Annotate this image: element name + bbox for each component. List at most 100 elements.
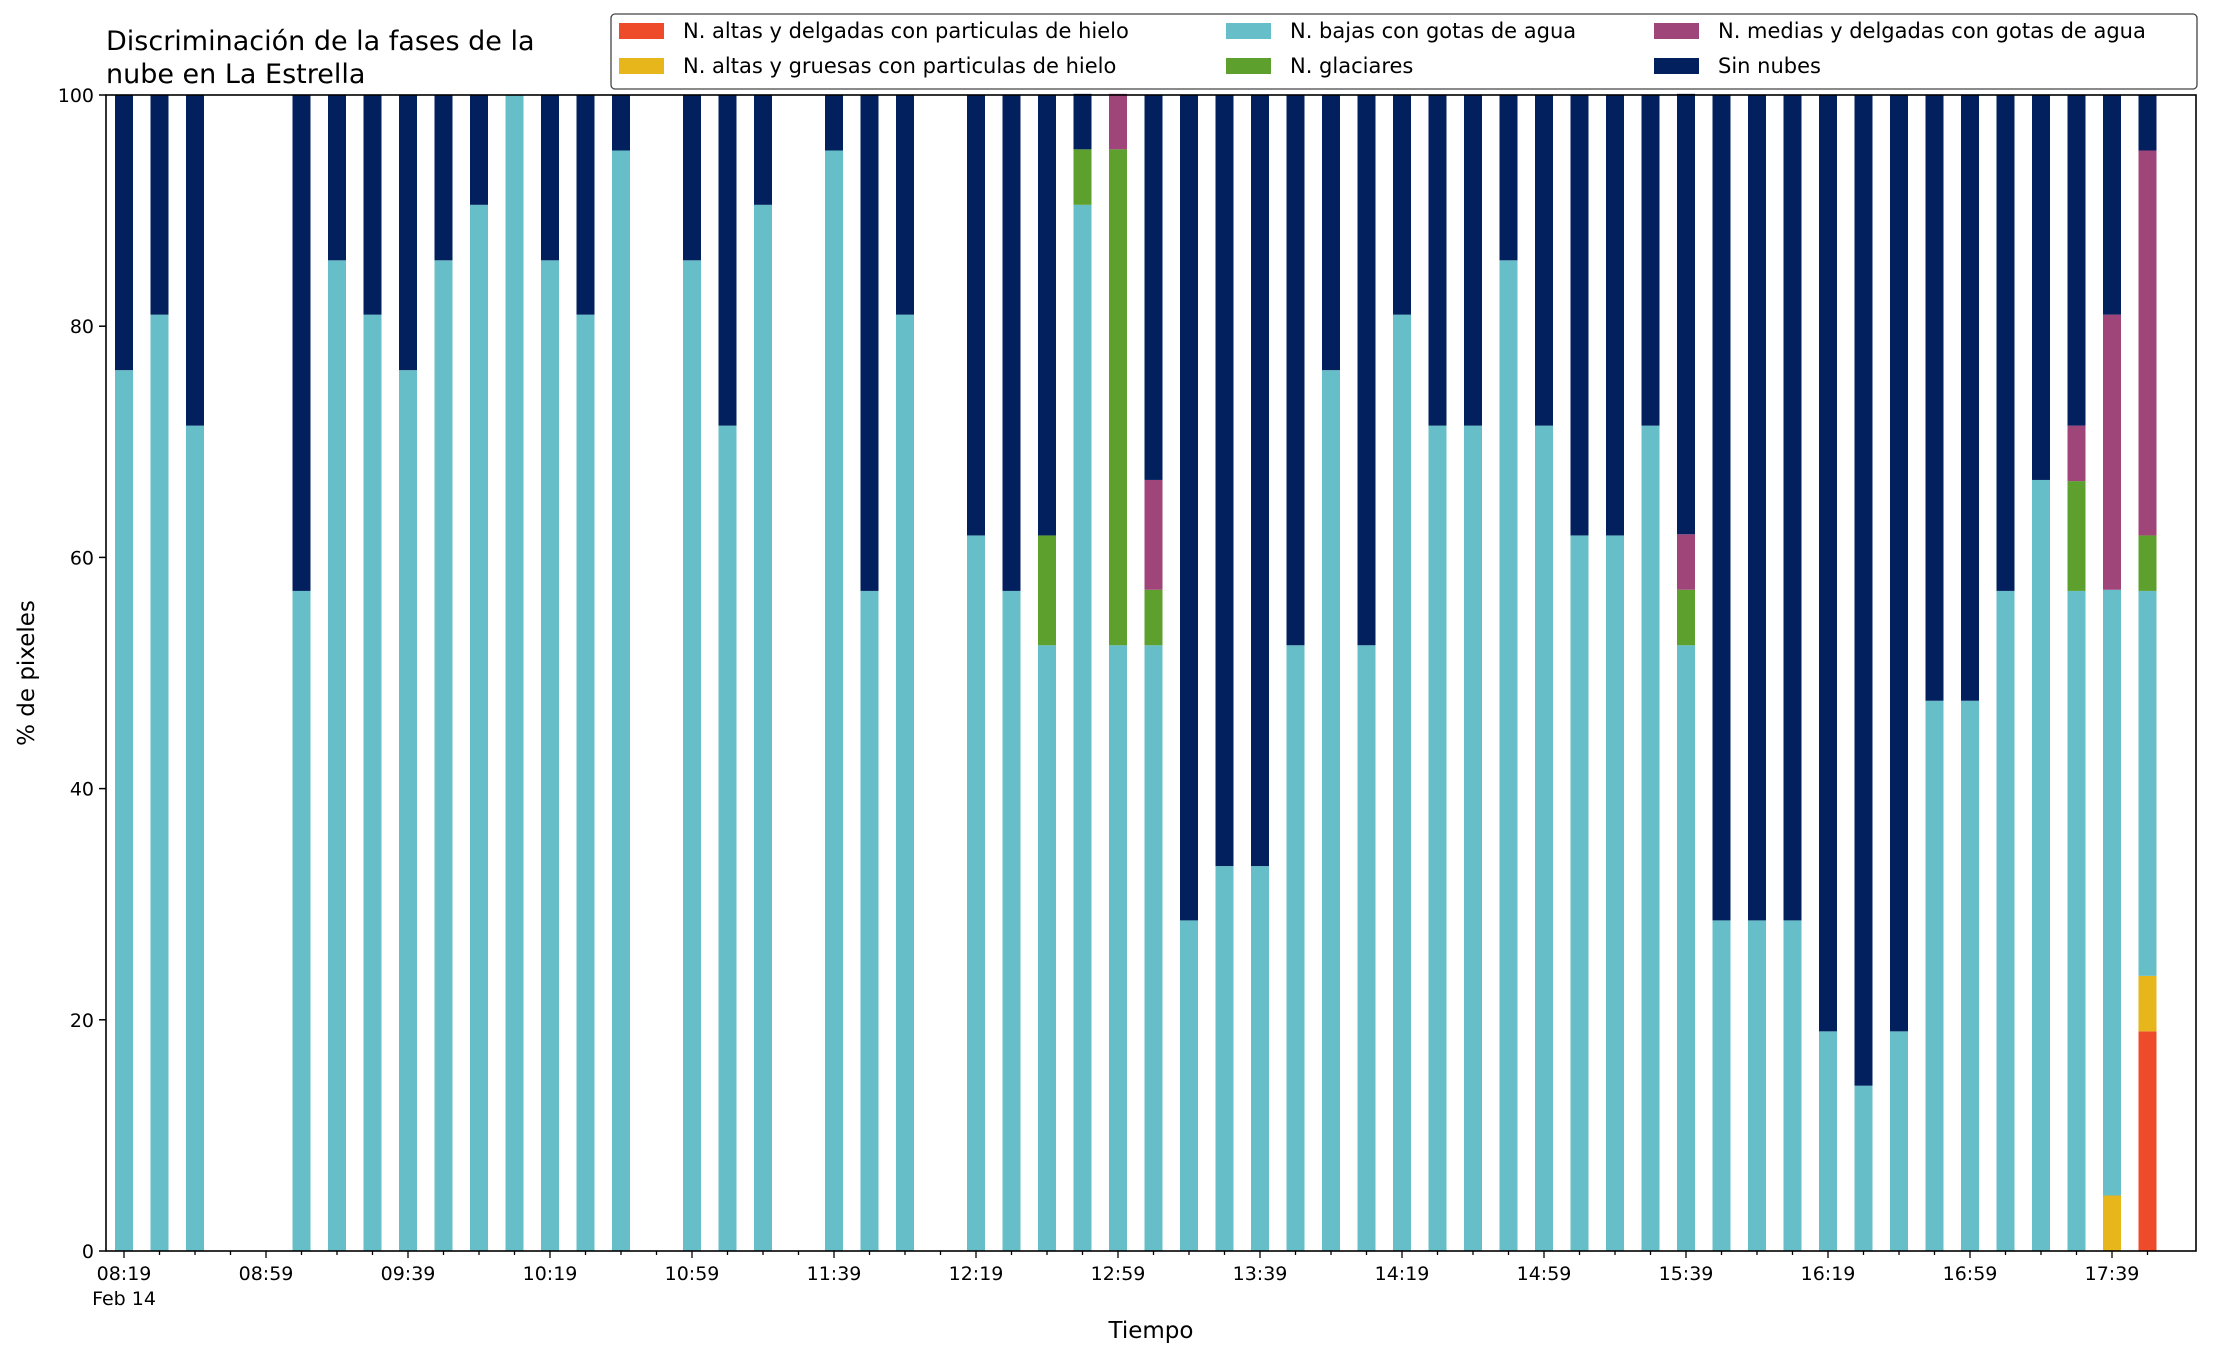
bar-segment	[1038, 535, 1056, 646]
bar-segment	[1251, 866, 1269, 1251]
bar-segment	[363, 95, 382, 315]
bar-segment	[1073, 204, 1092, 1251]
bar-segment	[612, 150, 630, 1251]
legend-swatch	[619, 23, 664, 39]
bar-segment	[2067, 590, 2086, 1251]
bar-segment	[576, 95, 595, 315]
bar-segment	[1144, 645, 1163, 1251]
bar-segment	[2103, 95, 2121, 315]
x-tick-label: 08:19	[97, 1263, 152, 1285]
legend-label: N. glaciares	[1290, 54, 1413, 78]
bar-segment	[1570, 95, 1589, 536]
bar-segment	[576, 314, 595, 1251]
legend-swatch	[619, 58, 664, 74]
bar-segment	[1428, 425, 1447, 1252]
bar-segment	[718, 95, 737, 426]
bar-segment	[1925, 700, 1944, 1251]
bar-segment	[541, 95, 559, 261]
legend-box	[610, 13, 2198, 90]
bar-segment	[860, 95, 879, 591]
bar-segment	[1002, 590, 1021, 1251]
bar-segment	[1819, 1031, 1837, 1251]
bar-segment	[1038, 645, 1056, 1251]
bar-segment	[1073, 149, 1092, 205]
x-tick-label: 11:39	[807, 1263, 862, 1285]
x-tick-label: 12:19	[949, 1263, 1004, 1285]
bar-segment	[1996, 95, 2015, 591]
bar-segment	[1464, 95, 1482, 426]
bar-segment	[541, 260, 559, 1252]
legend-swatch	[1654, 23, 1699, 39]
legend-label: N. bajas con gotas de agua	[1290, 19, 1576, 43]
bar-segment	[1677, 534, 1695, 590]
bar-segment	[399, 95, 417, 371]
bar-segment	[1109, 149, 1127, 646]
bar-segment	[1996, 590, 2015, 1251]
legend-swatch	[1226, 23, 1271, 39]
bar-segment	[896, 95, 914, 315]
legend-swatch	[1654, 58, 1699, 74]
bar-segment	[718, 425, 737, 1252]
bar-segment	[150, 95, 169, 315]
bar-segment	[1677, 589, 1695, 646]
bar-segment	[1890, 95, 1908, 1032]
bar-segment	[825, 95, 843, 151]
bar-segment	[1712, 920, 1731, 1251]
bar-segment	[1215, 866, 1234, 1251]
legend-swatch	[1226, 58, 1271, 74]
bar-segment	[1712, 95, 1731, 921]
y-axis: 0 20 40 60 80 100	[58, 85, 106, 1263]
bar-segment	[1641, 95, 1660, 426]
y-tick-label: 40	[70, 779, 94, 801]
chart-title-line-2: nube en La Estrella	[106, 59, 365, 90]
bar-segment	[825, 150, 843, 1251]
bar-segment	[1215, 95, 1234, 867]
x-tick-label: 08:59	[239, 1263, 294, 1285]
bar-segment	[967, 535, 985, 1251]
bar-segment	[1109, 93, 1127, 150]
bar-segment	[683, 260, 701, 1252]
bar-segment	[1180, 95, 1198, 921]
bar-segment	[1428, 95, 1447, 426]
x-tick-label: 16:59	[1943, 1263, 1998, 1285]
legend-label: N. altas y gruesas con particulas de hie…	[683, 54, 1116, 78]
bar-segment	[1322, 95, 1340, 371]
x-tick-label: 12:59	[1091, 1263, 1146, 1285]
bar-segment	[1606, 95, 1624, 536]
bar-segment	[754, 204, 772, 1251]
bar-segment	[505, 95, 524, 1251]
bar-segment	[1144, 479, 1163, 590]
bar-segment	[328, 95, 346, 261]
bar-segment	[1535, 95, 1553, 426]
bar-segment	[1748, 920, 1766, 1251]
bar-segment	[2032, 95, 2050, 480]
bar-segment	[1783, 95, 1802, 921]
bar-segment	[2103, 589, 2121, 1196]
bar-segment	[1570, 535, 1589, 1251]
bar-segment	[1002, 95, 1021, 591]
x-tick-label: 13:39	[1233, 1263, 1288, 1285]
x-tick-label: 14:59	[1517, 1263, 1572, 1285]
bar-segment	[1038, 95, 1056, 536]
bar-segment	[2138, 95, 2157, 151]
bar-segment	[1286, 645, 1305, 1251]
bar-segment	[1144, 95, 1163, 480]
y-tick-label: 60	[70, 547, 94, 569]
bar-segment	[186, 95, 204, 426]
bar-segment	[115, 95, 133, 371]
bar-segment	[860, 590, 879, 1251]
bar-segment	[470, 95, 488, 205]
bar-segment	[1464, 425, 1482, 1252]
x-tick-label: 14:19	[1375, 1263, 1430, 1285]
bar-segment	[1783, 920, 1802, 1251]
x-axis-label: Tiempo	[1108, 1318, 1194, 1344]
bar-segment	[896, 314, 914, 1251]
bar-segment	[1961, 700, 1979, 1251]
bar-segment	[1606, 535, 1624, 1251]
bar-segment	[1073, 93, 1092, 150]
legend: N. altas y delgadas con particulas de hi…	[610, 13, 2198, 90]
bar-segment	[1854, 1085, 1873, 1251]
bar-segment	[1109, 645, 1127, 1251]
bar-segment	[754, 95, 772, 205]
